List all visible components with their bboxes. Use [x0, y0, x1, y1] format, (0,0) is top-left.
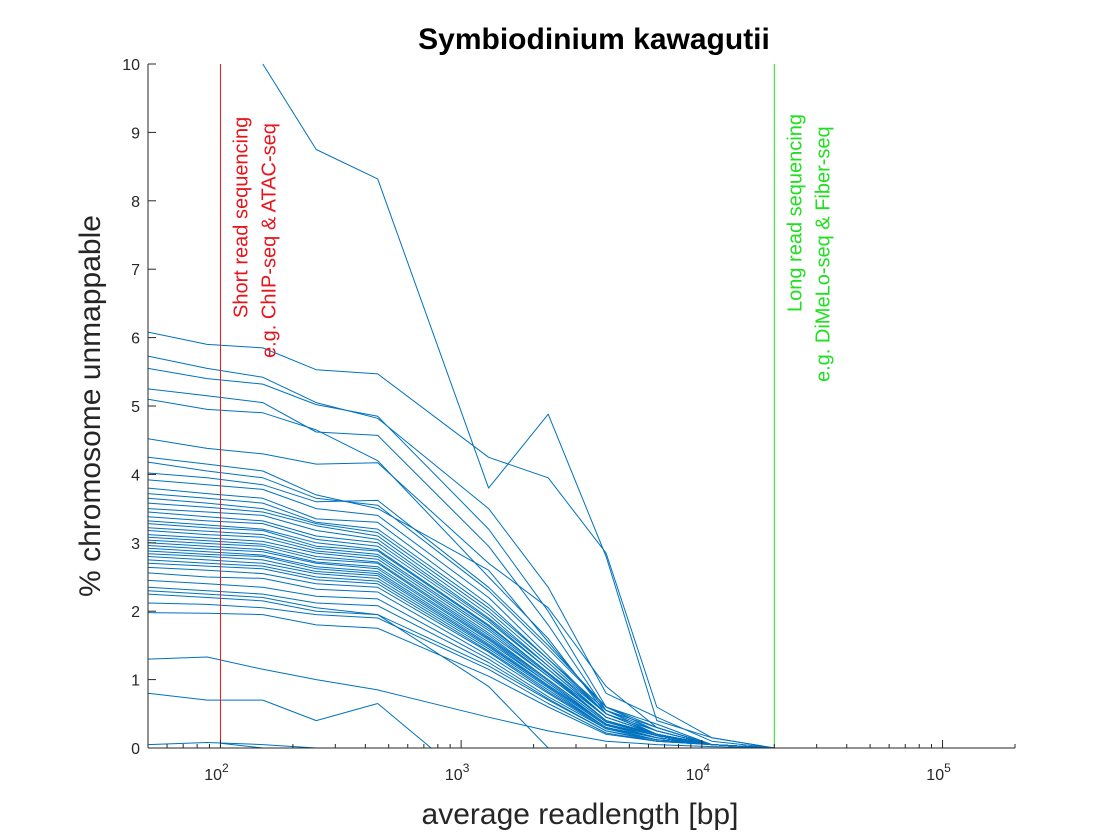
series-line-22: [148, 530, 775, 748]
x-tick-label: 105: [926, 761, 951, 784]
series-line-9: [148, 461, 775, 748]
series-line-31: [148, 556, 775, 748]
series-line-43: [148, 692, 378, 722]
series-line-34: [148, 566, 775, 748]
y-tick-label: 3: [131, 536, 140, 553]
annotation-line: Short read sequencing: [230, 117, 252, 318]
series-line-drop-2: [377, 703, 432, 748]
series-line-4: [148, 367, 775, 748]
y-tick-label: 0: [131, 741, 140, 758]
series-line-33: [148, 562, 775, 748]
series-line-1: [262, 63, 775, 748]
series-line-7: [148, 438, 775, 748]
x-axis-label: average readlength [bp]: [422, 798, 739, 831]
y-tick-label: 2: [131, 604, 140, 621]
series-layer: [148, 63, 775, 748]
y-tick-label: 8: [131, 194, 140, 211]
y-tick-label: 10: [122, 57, 140, 74]
y-tick-label: 7: [131, 262, 140, 279]
series-line-30: [148, 553, 775, 748]
y-tick-label: 5: [131, 399, 140, 416]
y-tick-label: 9: [131, 125, 140, 142]
series-line-27: [148, 545, 775, 748]
series-line-5: [148, 388, 775, 748]
series-line-23: [148, 534, 775, 748]
annotation-line: e.g. DiMeLo-seq & Fiber-seq: [812, 126, 834, 382]
reference-annotation-1: Short read sequencing e.g. ChIP-seq & ATA…: [230, 117, 280, 358]
chart-title: Symbiodinium kawagutii: [418, 23, 770, 56]
y-tick-label: 4: [131, 467, 140, 484]
y-tick-label: 1: [131, 673, 140, 690]
vline-layer: Short read sequencing e.g. ChIP-seq & ATA…: [219, 64, 834, 748]
series-line-44: [148, 742, 775, 748]
x-tick-label: 103: [445, 761, 470, 784]
series-line-37: [148, 586, 775, 748]
series-line-3: [148, 355, 775, 748]
series-line-2: [148, 331, 775, 748]
x-tick-label: 102: [204, 761, 229, 784]
series-line-26: [148, 542, 775, 748]
annotation-line: e.g. ChIP-seq & ATAC-seq: [258, 123, 280, 358]
axis-layer: 0 1 2 3 4 5 6 7 8 9 10 102 103 104 105: [122, 57, 1016, 784]
annotation-line: Long read sequencing: [784, 114, 806, 312]
series-line-21: [148, 527, 775, 748]
x-tick-label: 104: [686, 761, 711, 784]
series-line-24: [148, 536, 775, 748]
series-line-42: [148, 656, 775, 748]
series-line-10: [148, 472, 775, 748]
series-line-41: [148, 612, 775, 748]
series-line-drop-1: [220, 742, 263, 748]
y-tick-label: 6: [131, 331, 140, 348]
series-line-39: [148, 593, 549, 748]
series-line-29: [148, 550, 775, 748]
reference-annotation-2: Long read sequencing e.g. DiMeLo-seq & Fi…: [784, 114, 834, 382]
y-axis-label: % chromosome unmappable: [74, 215, 107, 597]
